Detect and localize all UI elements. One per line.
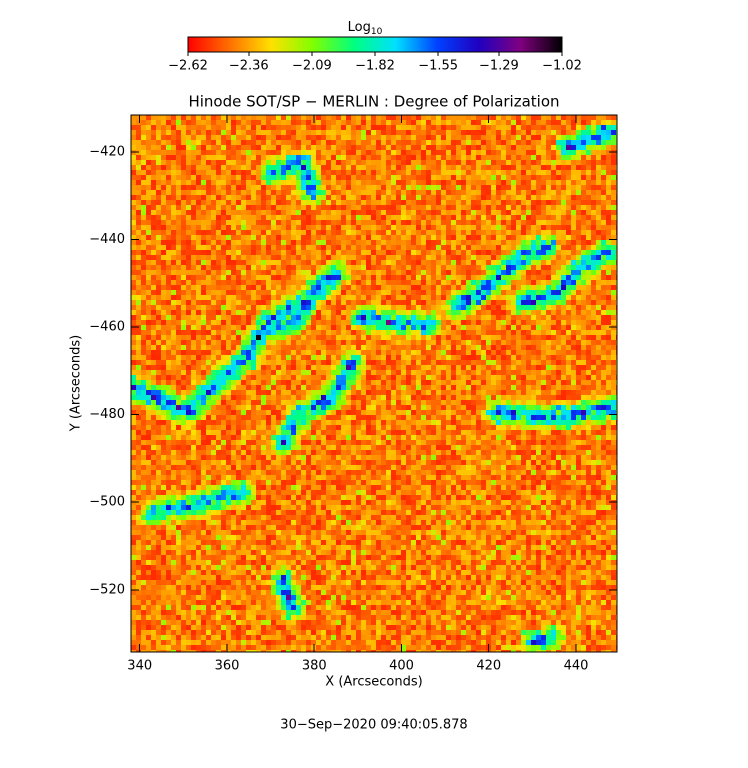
- x-tick-label: 420: [476, 659, 501, 674]
- y-axis-label: Y (Arcseconds): [69, 335, 84, 432]
- y-tick-label: −460: [89, 319, 125, 334]
- x-tick-label: 400: [389, 659, 414, 674]
- chart-title: Hinode SOT/SP − MERLIN : Degree of Polar…: [188, 93, 559, 111]
- x-axis-label: X (Arcseconds): [325, 675, 422, 690]
- x-tick-label: 360: [215, 659, 240, 674]
- footer-date: 30−Sep−2020 09:40:05.878: [280, 718, 467, 733]
- x-tick-label: 340: [127, 659, 152, 674]
- plot-frame: [130, 114, 618, 653]
- y-tick-label: −480: [89, 407, 125, 422]
- x-tick-label: 440: [564, 659, 589, 674]
- colorbar-tick-label: −2.62: [168, 59, 208, 74]
- polarization-map: [131, 115, 617, 652]
- colorbar-label-text: Log: [348, 20, 371, 35]
- colorbar-tick-label: −1.82: [355, 59, 395, 74]
- y-tick-label: −500: [89, 495, 125, 510]
- colorbar-label: Log10: [348, 20, 383, 37]
- colorbar-tick-label: −2.36: [229, 59, 269, 74]
- colorbar-tick-label: −1.02: [542, 59, 582, 74]
- y-tick-label: −420: [89, 144, 125, 159]
- y-tick-label: −520: [89, 582, 125, 597]
- colorbar-tick-label: −2.09: [292, 59, 332, 74]
- colorbar: [187, 36, 563, 53]
- colorbar-label-sub: 10: [371, 27, 383, 37]
- colorbar-tick-label: −1.55: [418, 59, 458, 74]
- colorbar-tick-label: −1.29: [479, 59, 519, 74]
- x-tick-label: 380: [302, 659, 327, 674]
- y-tick-label: −440: [89, 232, 125, 247]
